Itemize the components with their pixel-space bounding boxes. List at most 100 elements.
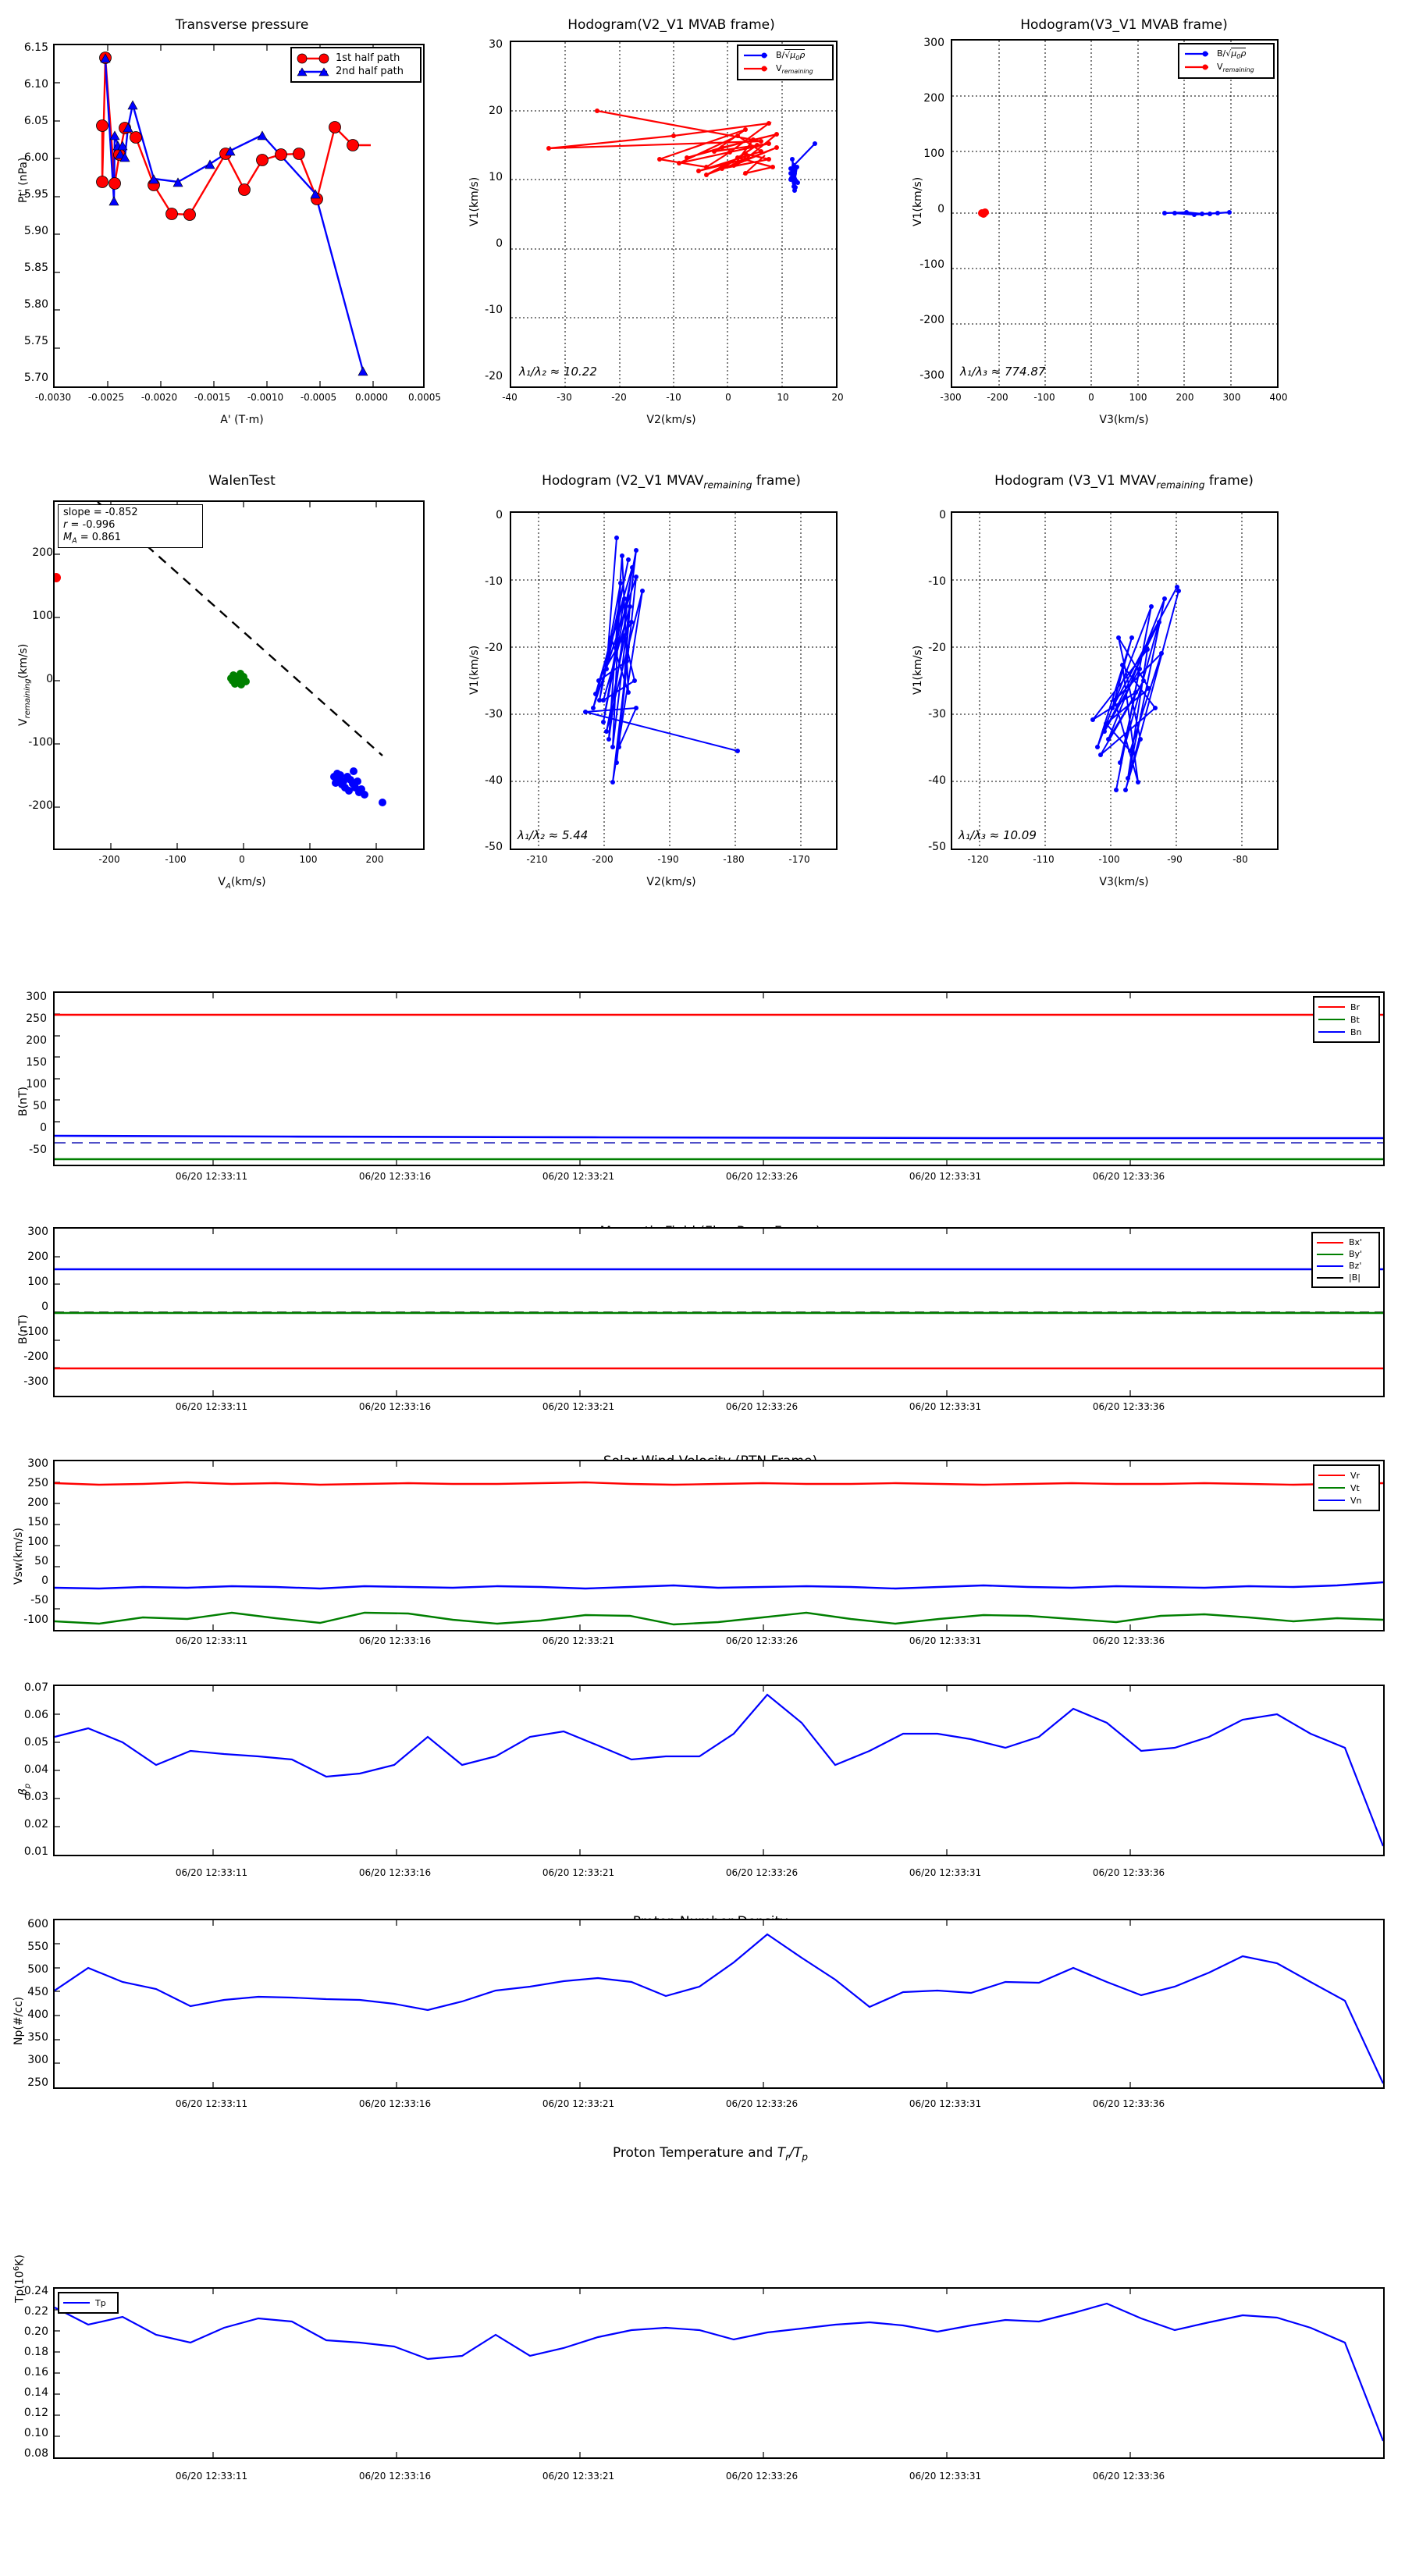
x-tick: 06/20 12:33:26 [725,1635,799,1646]
y-tick: 20 [489,105,503,117]
y-tick: 0 [40,1122,47,1134]
legend-item: Bt [1318,1013,1373,1026]
x-tick: -170 [788,854,810,865]
walen-slope: slope = -0.852 [63,507,138,518]
legend-transverse-pressure: 1st half path 2nd half path [290,47,422,83]
line-swatch-icon [1318,1500,1345,1501]
y-tick: 50 [33,1100,47,1112]
y-tick: 0.06 [23,1709,48,1721]
x-tick: 0.0000 [355,392,388,403]
x-tick: 06/20 12:33:36 [1092,2098,1165,2109]
x-tick: 06/20 12:33:26 [725,1867,799,1878]
x-tick: 06/20 12:33:31 [909,2098,982,2109]
y-tick: 100 [27,1276,48,1288]
x-axis-label: A' (T·m) [220,414,264,426]
x-tick: 200 [1176,392,1194,403]
line-swatch-icon [1318,1031,1345,1033]
eigenvalue-ratio-annotation: λ₁/λ₃ ≈ 774.87 [960,365,1046,379]
legend-item: 2nd half path [296,65,414,78]
legend-item: Bn [1318,1026,1373,1038]
walen-ma: MA = 0.861 [63,531,121,546]
y-tick: 5.70 [23,372,48,384]
y-tick: -50 [29,1144,47,1156]
x-tick: 06/20 12:33:11 [175,1635,248,1646]
legend-item: Vremaining [742,62,827,76]
plot-area-hodogram-v2v1-mvab: B/√μ0ρ Vremaining λ₁/λ₂ ≈ 10.22 [510,41,838,388]
x-tick: 06/20 12:33:26 [725,2098,799,2109]
legend-label: Vr [1350,1470,1361,1481]
legend-label: By' [1349,1249,1363,1259]
y-tick: 150 [26,1056,47,1069]
legend-label-b: B/√μ0ρ [1217,47,1247,61]
y-tick: 0.10 [23,2427,48,2439]
x-tick: 06/20 12:33:16 [358,1171,432,1182]
y-tick: 200 [27,1251,48,1263]
x-tick: -30 [557,392,572,403]
legend-label: Tp [95,2297,106,2308]
eigenvalue-ratio-annotation: λ₁/λ₃ ≈ 10.09 [959,828,1037,842]
legend-item: Bx' [1317,1236,1373,1248]
y-tick: 250 [27,1477,48,1489]
line-swatch-icon [1317,1253,1343,1255]
y-tick: -50 [485,841,503,853]
x-tick: -180 [723,854,745,865]
y-tick: 200 [923,92,944,105]
plot-area-plasma-beta [53,1685,1385,1856]
y-tick: 5.75 [23,335,48,347]
legend-item: Vt [1318,1482,1373,1494]
legend-magnetic-field-flux-rope: Bx' By' Bz' |B| [1311,1232,1380,1288]
x-tick: -120 [967,854,989,865]
x-tick: 06/20 12:33:21 [542,1171,615,1182]
legend-label: Bn [1350,1026,1362,1037]
y-tick: -50 [30,1594,48,1606]
plot-svg [55,1686,1383,1855]
y-tick: 150 [27,1516,48,1528]
legend-label: Vt [1350,1482,1360,1493]
legend-label: Vn [1350,1495,1362,1506]
y-tick: 300 [923,37,944,49]
x-tick: 06/20 12:33:16 [358,1867,432,1878]
y-tick: -100 [919,258,944,271]
y-tick: 300 [26,991,47,1003]
x-axis-label: VA(km/s) [218,876,266,891]
y-tick: 6.15 [23,41,48,54]
y-tick: 0 [496,509,503,521]
x-tick: -0.0030 [34,392,72,403]
x-tick: 06/20 12:33:36 [1092,1867,1165,1878]
y-tick: 0.01 [23,1845,48,1858]
y-tick: 100 [27,1535,48,1548]
x-tick: 06/20 12:33:21 [542,2471,615,2482]
x-tick: -0.0010 [247,392,284,403]
y-axis-label: V1(km/s) [468,176,481,226]
plot-svg [952,513,1277,849]
y-tick: 350 [27,2031,48,2044]
y-tick: -300 [919,369,944,382]
y-tick: 0 [41,1300,48,1313]
x-tick: -0.0025 [87,392,125,403]
x-tick: 06/20 12:33:11 [175,2098,248,2109]
legend-item: |B| [1317,1272,1373,1283]
eigenvalue-ratio-annotation: λ₁/λ₂ ≈ 5.44 [518,828,589,842]
y-tick: 400 [27,2008,48,2021]
x-tick: -190 [657,854,679,865]
line-marker-icon [742,63,770,76]
y-tick: 0 [41,1574,48,1587]
x-tick: -100 [1033,392,1055,403]
y-tick: -100 [23,1325,48,1338]
plot-svg [511,513,836,849]
y-tick: 500 [27,1963,48,1976]
x-tick: 0.0005 [408,392,441,403]
x-tick: 06/20 12:33:31 [909,1867,982,1878]
y-tick: -40 [928,774,946,787]
x-tick: -10 [666,392,681,403]
panel-title: Hodogram(V3_V1 MVAB frame) [1020,17,1228,33]
y-tick: 0.03 [23,1791,48,1803]
y-tick: -10 [485,575,503,588]
legend-item: By' [1317,1248,1373,1260]
x-tick: 06/20 12:33:16 [358,1635,432,1646]
y-tick: -20 [485,642,503,654]
y-tick: 0.12 [23,2407,48,2419]
legend-label-v: Vremaining [776,62,813,76]
legend-item: B/√μ0ρ [1183,47,1268,61]
